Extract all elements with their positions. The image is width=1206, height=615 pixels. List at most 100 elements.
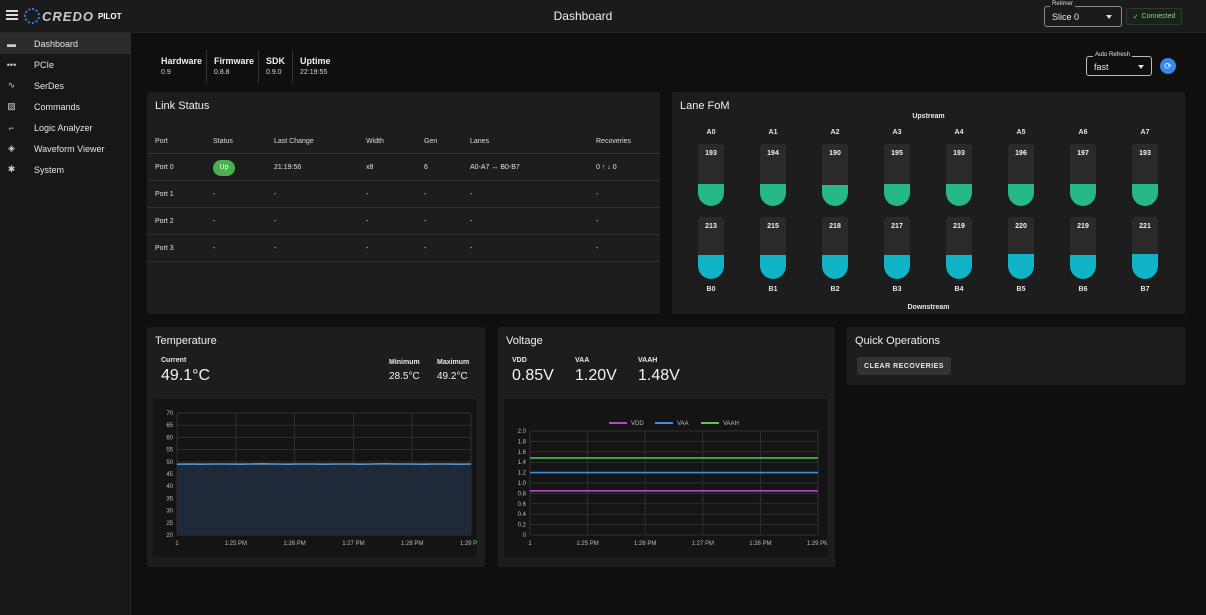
column-header: Status bbox=[213, 138, 233, 145]
summary-label: Hardware bbox=[161, 56, 203, 66]
cell-width: x8 bbox=[366, 164, 374, 171]
retimer-select[interactable]: Retimer Slice 0 bbox=[1044, 1, 1122, 27]
lane-fill bbox=[1070, 184, 1096, 206]
auto-refresh-value: fast bbox=[1094, 62, 1109, 72]
column-header: Width bbox=[366, 138, 384, 145]
top-bar: CREDO PILOT Dashboard Retimer Slice 0 ✓ … bbox=[0, 0, 1206, 33]
lane-value: 217 bbox=[891, 223, 903, 230]
max-temp-value: 49.2°C bbox=[437, 371, 468, 382]
logo-ring-icon bbox=[24, 8, 40, 24]
lane-fill bbox=[946, 184, 972, 206]
cell-width: - bbox=[366, 191, 369, 198]
lane-fill bbox=[946, 255, 972, 279]
y-tick-label: 1.2 bbox=[518, 471, 527, 477]
cell-status: - bbox=[213, 191, 216, 198]
table-row[interactable]: Port 2 - - - - - - bbox=[147, 208, 660, 235]
sidebar-item-pcie[interactable]: ••• PCIe bbox=[0, 54, 130, 75]
cell-port: Port 3 bbox=[155, 245, 174, 252]
link-status-panel: Link Status Port Status Last Change Width Ge… bbox=[147, 92, 660, 314]
lane-value: 193 bbox=[705, 150, 717, 157]
link-status-table: Port Status Last Change Width Gen Lanes Recove… bbox=[147, 128, 660, 262]
summary-value: 0.9.0 bbox=[266, 69, 282, 76]
lane-label: B0 bbox=[706, 286, 716, 293]
lane-tube bbox=[760, 144, 786, 206]
x-tick-label: 1:26 PM bbox=[283, 541, 305, 547]
lane-label: B3 bbox=[892, 286, 902, 293]
sidebar-item-dashboard[interactable]: ▬ Dashboard bbox=[0, 33, 130, 54]
menu-icon[interactable] bbox=[6, 10, 18, 20]
cell-lanes: - bbox=[470, 218, 473, 225]
serdes-icon: ∿ bbox=[7, 80, 16, 90]
table-row[interactable]: Port 1 - - - - - - bbox=[147, 181, 660, 208]
sidebar-item-system[interactable]: ✱ System bbox=[0, 159, 130, 180]
auto-refresh-select[interactable]: Auto Refresh fast bbox=[1086, 52, 1152, 76]
lane-fill bbox=[1070, 255, 1096, 279]
lane-tube bbox=[698, 144, 724, 206]
lane-label: A1 bbox=[768, 129, 778, 136]
lane-fill bbox=[1008, 184, 1034, 206]
sidebar-item-logic-analyzer[interactable]: ⌐ Logic Analyzer bbox=[0, 117, 130, 138]
refresh-button[interactable]: ⟳ bbox=[1160, 58, 1176, 74]
cell-lanes: A0-A7 ↔ B0-B7 bbox=[470, 164, 520, 171]
voltage-panel: Voltage VDD 0.85V VAA 1.20V VAAH 1.48V 2.0 1.8… bbox=[498, 327, 835, 567]
table-row[interactable]: Port 0 Up 21:19:56 x8 6 A0-A7 ↔ B0-B7 0 ↑ ↓ 0 bbox=[147, 154, 660, 181]
lane-tube bbox=[1132, 217, 1158, 279]
lane-value: 195 bbox=[891, 150, 903, 157]
summary-value: 0.9 bbox=[161, 69, 171, 76]
pcie-icon: ••• bbox=[6, 59, 17, 70]
connection-label: Connected bbox=[1141, 13, 1176, 20]
lane-tube bbox=[698, 217, 724, 279]
cell-last_change: 21:19:56 bbox=[274, 164, 302, 171]
summary-label: Firmware bbox=[214, 56, 255, 66]
lane-tube bbox=[884, 144, 910, 206]
lane-tube bbox=[946, 144, 972, 206]
y-tick-label: 1.4 bbox=[518, 460, 527, 466]
cell-gen: - bbox=[424, 245, 427, 252]
sidebar-item-label: System bbox=[34, 164, 65, 175]
lane-label: A6 bbox=[1078, 129, 1088, 136]
lane-label: A2 bbox=[830, 129, 840, 136]
summary-divider bbox=[292, 50, 293, 83]
min-temp-value: 28.5°C bbox=[389, 371, 420, 382]
table-row[interactable]: Port 3 - - - - - - bbox=[147, 235, 660, 262]
summary-value: 0.8.8 bbox=[214, 69, 230, 76]
cell-lanes: - bbox=[470, 191, 473, 198]
cell-gen: 6 bbox=[424, 164, 428, 171]
y-tick-label: 50 bbox=[166, 460, 173, 466]
y-tick-label: 2.0 bbox=[518, 429, 527, 435]
x-tick-label: 1 bbox=[175, 541, 179, 547]
y-tick-label: 0 bbox=[523, 533, 527, 539]
lane-label: B5 bbox=[1016, 286, 1026, 293]
voltage-label: VAAH bbox=[638, 357, 658, 364]
lane-label: B1 bbox=[768, 286, 778, 293]
sidebar-item-label: Commands bbox=[34, 101, 81, 112]
y-tick-label: 35 bbox=[166, 496, 173, 502]
max-temp-label: Maximum bbox=[437, 359, 470, 366]
y-tick-label: 70 bbox=[166, 411, 173, 417]
lane-value: 215 bbox=[767, 223, 779, 230]
summary-value: 22:19:55 bbox=[300, 69, 328, 76]
summary-sdk: SDK 0.9.0 bbox=[266, 56, 293, 82]
column-header: Recoveries bbox=[596, 138, 632, 145]
lane-value: 219 bbox=[953, 223, 965, 230]
table-header: Port Status Last Change Width Gen Lanes Recove… bbox=[147, 128, 660, 154]
temperature-chart-svg: 70 65 60 55 50 45 40 35 30 25 201 1:25 PM 1:26 PM 1:2… bbox=[166, 411, 482, 547]
cell-recoveries: 0 ↑ ↓ 0 bbox=[596, 164, 617, 171]
legend-label: VDD bbox=[631, 421, 644, 427]
clear-recoveries-button[interactable]: CLEAR RECOVERIES bbox=[857, 357, 951, 375]
x-tick-label: 1 bbox=[528, 541, 532, 547]
sidebar-item-waveform-viewer[interactable]: ◈ Waveform Viewer bbox=[0, 138, 130, 159]
sidebar-item-serdes[interactable]: ∿ SerDes bbox=[0, 75, 130, 96]
lane-fill bbox=[698, 255, 724, 279]
lane-fill bbox=[822, 255, 848, 279]
voltage-value: 1.20V bbox=[575, 367, 617, 384]
sidebar: ▬ Dashboard ••• PCIe ∿ SerDes ▨ Commands ⌐ Logic … bbox=[0, 33, 131, 615]
summary-divider bbox=[206, 50, 207, 83]
sidebar-item-commands[interactable]: ▨ Commands bbox=[0, 96, 130, 117]
lane-value: 193 bbox=[1139, 150, 1151, 157]
cell-port: Port 1 bbox=[155, 191, 174, 198]
x-tick-label: 1:25 PM bbox=[576, 541, 598, 547]
status-badge: Up bbox=[213, 160, 235, 176]
summary-divider bbox=[258, 50, 259, 83]
voltage-chart: 2.0 1.8 1.6 1.4 1.2 1.0 0.8 0.6 0.4 0.2 0 1 1:25 PM 1… bbox=[504, 399, 829, 557]
